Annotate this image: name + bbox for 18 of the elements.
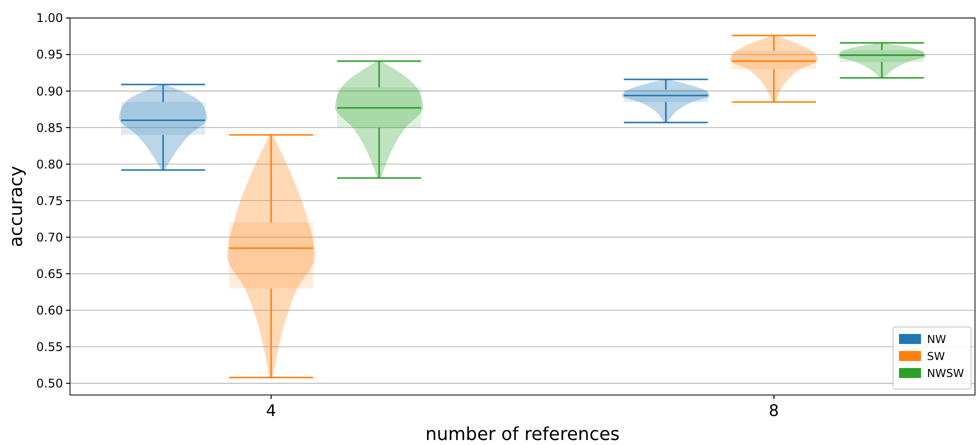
y-tick-label: 0.50 [36,376,63,391]
x-tick-label: 8 [768,401,779,420]
y-tick-label: 0.75 [36,194,63,208]
y-tick-label: 0.60 [36,303,63,318]
x-tick-label: 4 [266,401,276,420]
y-tick-label: 1.00 [36,11,63,26]
y-axis-title: accuracy [6,166,27,248]
y-tick-label: 0.70 [36,230,63,244]
legend-label: NW [927,333,946,346]
legend-label: NWSW [927,367,964,380]
y-tick-label: 0.95 [36,48,63,62]
y-tick-label: 0.65 [36,266,63,281]
x-axis-title: number of references [425,424,620,445]
legend-label: SW [927,350,945,363]
y-tick-label: 0.80 [36,157,63,172]
y-tick-label: 0.85 [36,120,63,135]
y-tick-label: 0.55 [36,340,63,354]
y-tick-label: 0.90 [36,84,63,98]
